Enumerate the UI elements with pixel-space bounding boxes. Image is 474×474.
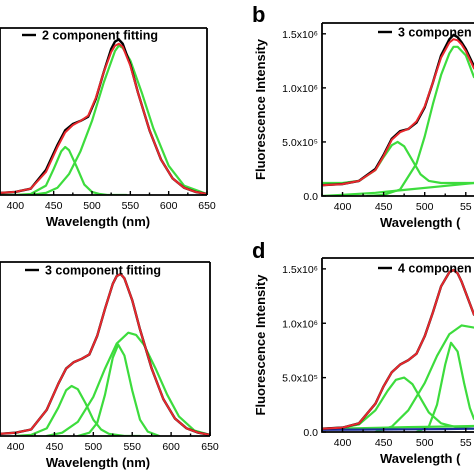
x-axis-title: Wavelength (nm) bbox=[46, 455, 150, 470]
panel-3: 400 450 500 550 600 650 Wavelength (nm) 3 compo… bbox=[0, 261, 219, 470]
legend: 3 component fitting bbox=[25, 264, 161, 278]
experimental-curve bbox=[322, 33, 474, 187]
x-tick-label: 600 bbox=[162, 441, 180, 453]
fit-curve bbox=[0, 42, 207, 195]
component-curve-3 bbox=[415, 341, 474, 432]
plot-area bbox=[0, 38, 207, 195]
x-tick-label: 500 bbox=[85, 441, 103, 453]
x-tick-label: 450 bbox=[375, 437, 393, 449]
y-tick-label: 1.0x10⁶ bbox=[282, 83, 318, 95]
axis-frame bbox=[0, 262, 210, 437]
x-tick-label: 400 bbox=[7, 200, 25, 212]
x-tick-label: 400 bbox=[334, 201, 352, 213]
plot-area bbox=[0, 272, 210, 436]
x-tick-label: 400 bbox=[334, 437, 352, 449]
legend-label: 3 componen bbox=[398, 26, 472, 40]
legend-label: 2 component fitting bbox=[42, 29, 158, 43]
component-curve-1 bbox=[322, 140, 474, 185]
x-tick-label: 450 bbox=[46, 441, 64, 453]
x-tick-label: 600 bbox=[160, 200, 178, 212]
panel-4: 400 450 500 55 0.0 5.0x10⁵ 1.0x10⁶ 1.5x10⁶ Wavel… bbox=[252, 238, 474, 466]
y-tick-label: 0.0 bbox=[303, 427, 318, 439]
y-axis-title: Fluorescence Intensity bbox=[253, 274, 268, 416]
component-curve-1 bbox=[0, 145, 128, 195]
panel-label: b bbox=[252, 2, 265, 27]
panel-1: 400 450 500 550 600 650 Wavelength (nm) 2 compo… bbox=[0, 27, 216, 229]
x-axis-title: Wavelength ( bbox=[380, 451, 461, 466]
y-tick-label: 1.0x10⁶ bbox=[282, 318, 318, 330]
component-curve-2 bbox=[76, 343, 161, 436]
experimental-curve bbox=[322, 268, 474, 430]
x-tick-label: 450 bbox=[45, 200, 63, 212]
component-curve-5 bbox=[322, 427, 474, 431]
plot-area bbox=[322, 33, 474, 196]
x-tick-label: 55 bbox=[460, 201, 472, 213]
fit-curve bbox=[322, 38, 474, 187]
x-tick-label: 500 bbox=[416, 201, 434, 213]
legend: 4 componen bbox=[378, 262, 472, 276]
experimental-curve bbox=[0, 272, 210, 436]
panel-2: 400 450 500 55 0.0 5.0x10⁵ 1.0x10⁶ 1.5x10⁶ Wavel… bbox=[252, 2, 474, 230]
component-curve-3 bbox=[366, 45, 474, 196]
legend-label: 3 component fitting bbox=[45, 264, 161, 278]
fit-curve bbox=[0, 273, 210, 436]
x-tick-label: 400 bbox=[7, 441, 25, 453]
x-axis-title: Wavelength (nm) bbox=[46, 214, 150, 229]
y-tick-label: 5.0x10⁵ bbox=[282, 373, 318, 385]
x-tick-label: 650 bbox=[201, 441, 219, 453]
y-axis-title: Fluorescence Intensity bbox=[253, 38, 268, 180]
component-curve-1 bbox=[14, 384, 142, 436]
experimental-curve bbox=[0, 38, 207, 195]
x-tick-label: 500 bbox=[416, 437, 434, 449]
legend: 2 component fitting bbox=[22, 29, 158, 43]
component-curve-4 bbox=[374, 324, 474, 432]
y-tick-label: 5.0x10⁵ bbox=[282, 137, 318, 149]
x-tick-label: 650 bbox=[198, 200, 216, 212]
panel-label: d bbox=[252, 238, 265, 263]
y-tick-label: 0.0 bbox=[303, 191, 318, 203]
x-tick-label: 450 bbox=[375, 201, 393, 213]
y-tick-label: 1.5x10⁶ bbox=[282, 264, 318, 276]
x-tick-label: 550 bbox=[123, 441, 141, 453]
x-tick-label: 550 bbox=[122, 200, 140, 212]
legend: 3 componen bbox=[378, 26, 472, 40]
component-curve-3 bbox=[45, 331, 210, 436]
x-tick-label: 55 bbox=[460, 437, 472, 449]
component-curve-2 bbox=[322, 424, 474, 430]
y-tick-label: 1.5x10⁶ bbox=[282, 29, 318, 41]
x-axis-title: Wavelength ( bbox=[380, 215, 461, 230]
x-tick-label: 500 bbox=[83, 200, 101, 212]
legend-label: 4 componen bbox=[398, 262, 472, 276]
plot-area bbox=[322, 268, 474, 432]
axis-frame bbox=[0, 28, 207, 196]
fit-curve bbox=[322, 269, 474, 430]
component-curve-2 bbox=[29, 44, 207, 195]
